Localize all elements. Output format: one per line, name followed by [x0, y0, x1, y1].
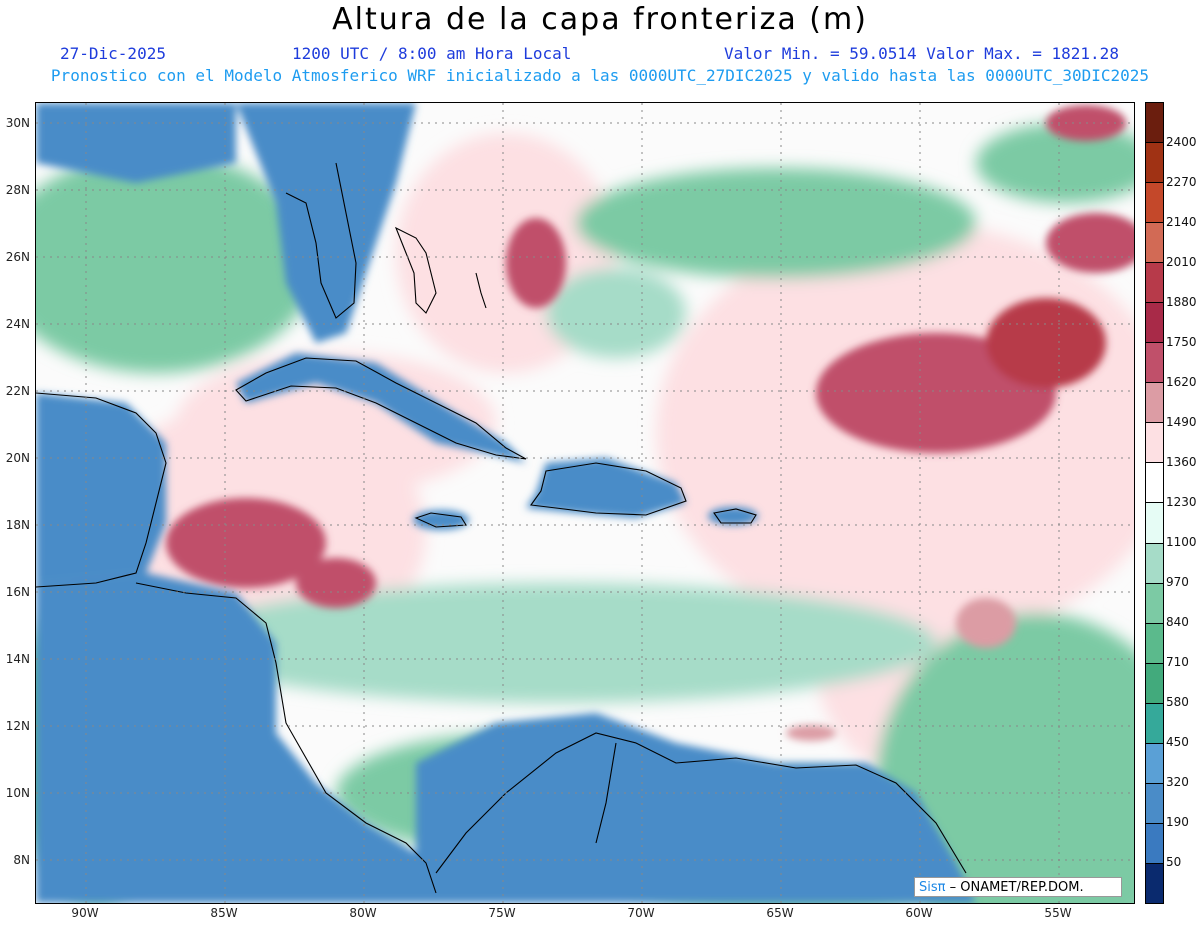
colorbar-segment [1146, 183, 1163, 224]
lon-label-60w: 60W [905, 906, 933, 920]
min-max-values: Valor Min. = 59.0514 Valor Max. = 1821.2… [724, 44, 1119, 63]
colorbar [1145, 102, 1164, 904]
colorbar-segment [1146, 223, 1163, 264]
colorbar-segment [1146, 343, 1163, 384]
lat-label-24n: 24N [5, 317, 30, 331]
lon-label-75w: 75W [488, 906, 516, 920]
colorbar-level-label: 1490 [1166, 415, 1197, 429]
forecast-date: 27-Dic-2025 [60, 44, 166, 63]
lat-label-8n: 8N [13, 853, 30, 867]
lat-label-28n: 28N [5, 183, 30, 197]
colorbar-level-label: 2010 [1166, 255, 1197, 269]
colorbar-segment [1146, 703, 1163, 744]
lon-label-90w: 90W [71, 906, 99, 920]
forecast-time: 1200 UTC / 8:00 am Hora Local [292, 44, 572, 63]
colorbar-level-label: 710 [1166, 655, 1189, 669]
lat-label-12n: 12N [5, 719, 30, 733]
lon-label-85w: 85W [210, 906, 238, 920]
colorbar-segment [1146, 263, 1163, 304]
colorbar-level-label: 2270 [1166, 175, 1197, 189]
lon-label-80w: 80W [349, 906, 377, 920]
colorbar-segment [1146, 583, 1163, 624]
lat-label-20n: 20N [5, 451, 30, 465]
sispi-logo: Sisπ [919, 880, 946, 895]
colorbar-segment [1146, 543, 1163, 584]
colorbar-segment [1146, 423, 1163, 464]
colorbar-level-label: 1750 [1166, 335, 1197, 349]
credit-box: Sisπ – ONAMET/REP.DOM. [914, 877, 1122, 897]
onamet-credit: – ONAMET/REP.DOM. [949, 880, 1084, 895]
forecast-subtitle: Pronostico con el Modelo Atmosferico WRF… [50, 66, 1150, 85]
colorbar-level-label: 1230 [1166, 495, 1197, 509]
colorbar-level-label: 1880 [1166, 295, 1197, 309]
lon-label-55w: 55W [1044, 906, 1072, 920]
boundary-layer-map [35, 102, 1135, 904]
colorbar-level-label: 50 [1166, 855, 1182, 869]
colorbar-level-label: 580 [1166, 695, 1189, 709]
colorbar-level-label: 320 [1166, 775, 1189, 789]
map-canvas [36, 103, 1134, 903]
colorbar-segment [1146, 143, 1163, 184]
lat-label-30n: 30N [5, 116, 30, 130]
colorbar-segment [1146, 743, 1163, 784]
colorbar-segment [1146, 823, 1163, 864]
colorbar-level-label: 1360 [1166, 455, 1197, 469]
colorbar-level-label: 1620 [1166, 375, 1197, 389]
map-title: Altura de la capa fronteriza (m) [332, 2, 868, 37]
colorbar-segment [1146, 783, 1163, 824]
colorbar-segment [1146, 663, 1163, 704]
colorbar-segment [1146, 503, 1163, 544]
colorbar-segment [1146, 303, 1163, 344]
lon-label-70w: 70W [627, 906, 655, 920]
colorbar-segment [1146, 863, 1163, 903]
colorbar-segment [1146, 103, 1163, 144]
colorbar-level-label: 840 [1166, 615, 1189, 629]
colorbar-level-label: 450 [1166, 735, 1189, 749]
colorbar-segment [1146, 463, 1163, 504]
colorbar-level-label: 2400 [1166, 135, 1197, 149]
lat-label-14n: 14N [5, 652, 30, 666]
lat-label-10n: 10N [5, 786, 30, 800]
colorbar-level-label: 2140 [1166, 215, 1197, 229]
colorbar-segment [1146, 623, 1163, 664]
colorbar-level-label: 1100 [1166, 535, 1197, 549]
lon-label-65w: 65W [766, 906, 794, 920]
lat-label-16n: 16N [5, 585, 30, 599]
lat-label-18n: 18N [5, 518, 30, 532]
colorbar-segment [1146, 383, 1163, 424]
colorbar-level-label: 970 [1166, 575, 1189, 589]
lat-label-22n: 22N [5, 384, 30, 398]
colorbar-level-label: 190 [1166, 815, 1189, 829]
lat-label-26n: 26N [5, 250, 30, 264]
